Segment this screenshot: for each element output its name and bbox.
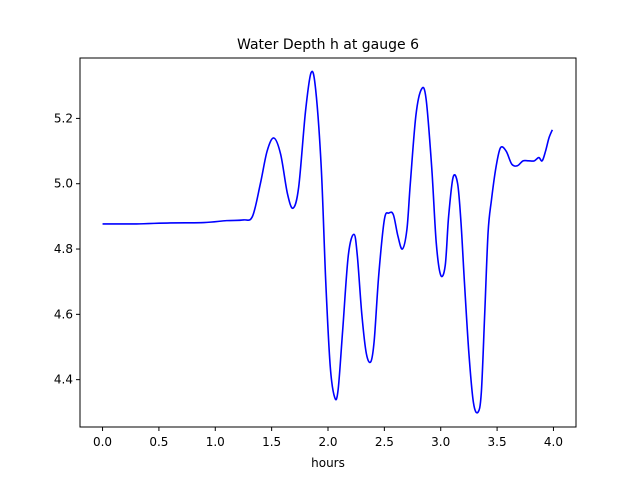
x-axis-label: hours xyxy=(311,456,345,470)
chart-title: Water Depth h at gauge 6 xyxy=(237,37,419,53)
y-tick-label: 4.6 xyxy=(54,307,73,321)
x-tick-label: 3.0 xyxy=(431,435,450,449)
x-tick-label: 1.5 xyxy=(262,435,281,449)
y-tick-label: 4.8 xyxy=(54,242,73,256)
y-axis: 4.4 4.6 4.8 5.0 5.2 xyxy=(54,111,80,387)
x-tick-label: 0.5 xyxy=(149,435,168,449)
x-tick-label: 0.0 xyxy=(93,435,112,449)
x-axis: 0.0 0.5 1.0 1.5 2.0 2.5 3.0 3.5 4.0 xyxy=(93,427,563,449)
y-tick-label: 5.2 xyxy=(54,111,73,125)
plot-background xyxy=(80,58,576,427)
series-layer xyxy=(102,70,554,414)
series-line-0 xyxy=(102,70,554,414)
x-tick-label: 1.0 xyxy=(206,435,225,449)
x-tick-label: 2.5 xyxy=(375,435,394,449)
x-tick-label: 4.0 xyxy=(544,435,563,449)
y-tick-label: 5.0 xyxy=(54,177,73,191)
x-tick-label: 2.0 xyxy=(318,435,337,449)
x-tick-label: 3.5 xyxy=(488,435,507,449)
y-tick-label: 4.4 xyxy=(54,373,73,387)
